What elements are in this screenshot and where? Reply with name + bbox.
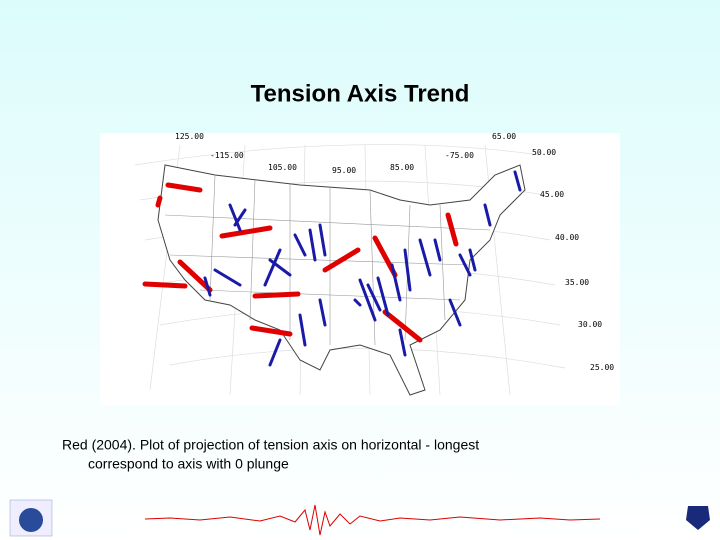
longitude-label: -115.00 <box>210 151 244 160</box>
latitude-label: 45.00 <box>540 190 564 199</box>
slide-title: Tension Axis Trend <box>251 80 470 107</box>
caption-line: correspond to axis with 0 plunge <box>88 456 289 472</box>
us-outline <box>157 164 526 396</box>
longitude-label: 125.00 <box>175 132 204 141</box>
latitude-label: 25.00 <box>590 363 614 372</box>
map: 125.00 -115.00 105.00 95.00 85.00 -75.00… <box>100 132 620 405</box>
caption-line: Red (2004). Plot of projection of tensio… <box>62 437 479 453</box>
blue-axes <box>203 170 522 367</box>
longitude-label: 95.00 <box>332 166 356 175</box>
latitude-label: 30.00 <box>578 320 602 329</box>
latitude-label: 35.00 <box>565 278 589 287</box>
seismogram <box>144 504 601 536</box>
longitude-label: 85.00 <box>390 163 414 172</box>
longitude-label: -75.00 <box>445 151 474 160</box>
latitude-label: 50.00 <box>532 148 556 157</box>
longitude-label: 65.00 <box>492 132 516 141</box>
state-borders <box>164 174 491 346</box>
logo-right <box>686 506 710 530</box>
logo-left <box>9 499 53 537</box>
longitude-label: 105.00 <box>268 163 297 172</box>
latitude-label: 40.00 <box>555 233 579 242</box>
